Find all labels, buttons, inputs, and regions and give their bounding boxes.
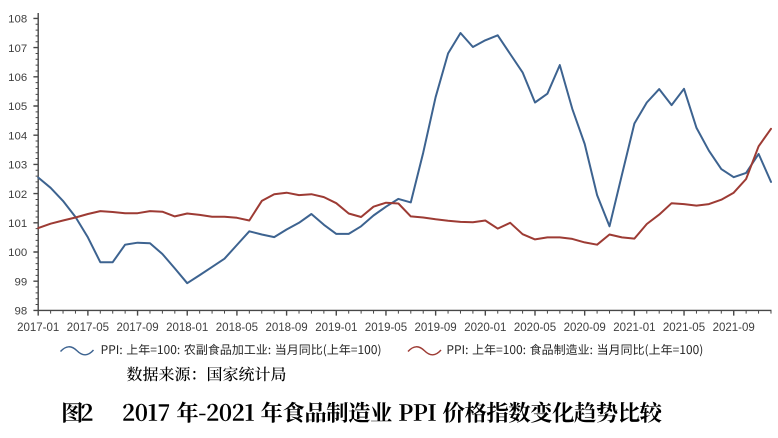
svg-text:104: 104 (8, 130, 27, 142)
svg-text:2020-05: 2020-05 (514, 322, 556, 334)
svg-text:98: 98 (15, 306, 28, 318)
svg-text:2017-05: 2017-05 (67, 322, 109, 334)
svg-text:2021-05: 2021-05 (663, 322, 705, 334)
svg-text:2021-09: 2021-09 (713, 322, 755, 334)
svg-text:2017-09: 2017-09 (116, 322, 158, 334)
svg-text:2018-09: 2018-09 (265, 322, 307, 334)
svg-text:99: 99 (15, 276, 28, 288)
svg-text:2019-01: 2019-01 (315, 322, 357, 334)
svg-text:106: 106 (8, 72, 27, 84)
svg-text:105: 105 (8, 101, 27, 113)
svg-text:2021-01: 2021-01 (613, 322, 655, 334)
svg-text:2018-05: 2018-05 (216, 322, 258, 334)
svg-text:108: 108 (8, 14, 27, 26)
svg-text:2019-05: 2019-05 (365, 322, 407, 334)
svg-text:103: 103 (8, 160, 27, 172)
svg-text:2020-01: 2020-01 (464, 322, 506, 334)
svg-text:2018-01: 2018-01 (166, 322, 208, 334)
svg-text:2017-01: 2017-01 (17, 322, 59, 334)
svg-text:102: 102 (8, 189, 27, 201)
svg-text:2020-09: 2020-09 (564, 322, 606, 334)
svg-text:100: 100 (8, 247, 27, 259)
svg-text:2019-09: 2019-09 (414, 322, 456, 334)
svg-text:107: 107 (8, 43, 27, 55)
svg-text:101: 101 (8, 218, 27, 230)
